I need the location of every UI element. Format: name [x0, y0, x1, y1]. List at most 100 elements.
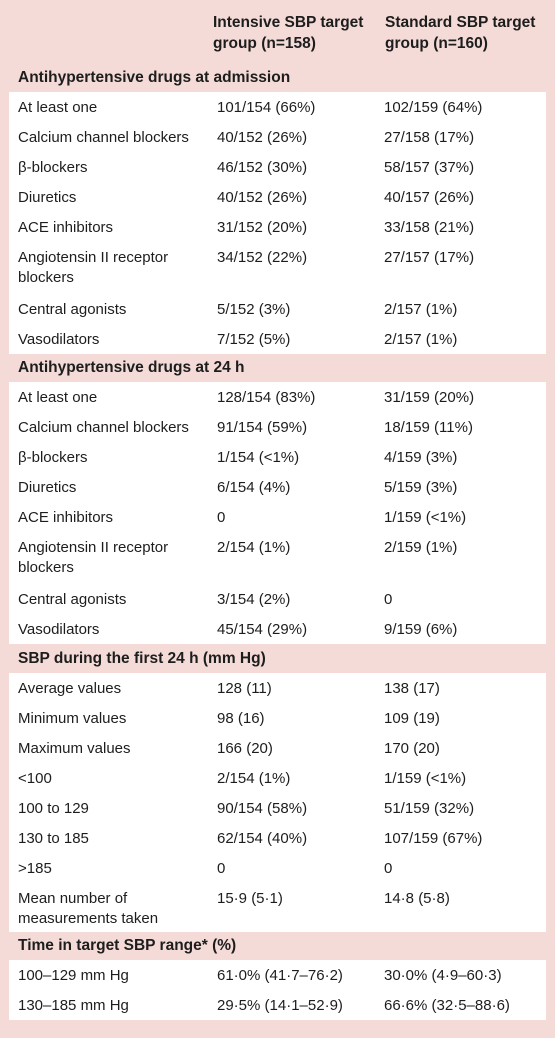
- row-label: >185: [18, 860, 52, 877]
- row-label: Vasodilators: [18, 331, 100, 348]
- standard-value: 27/157 (17%): [384, 249, 475, 266]
- intensive-value: 90/154 (58%): [217, 800, 308, 817]
- intensive-value: 31/152 (20%): [217, 219, 308, 236]
- table-row: Mean number of measurements taken 15·9 (5…: [9, 883, 546, 935]
- standard-value: 2/159 (1%): [384, 539, 458, 556]
- section-rows: Average values 128 (11) 138 (17) Minimum va…: [9, 673, 546, 935]
- table-row: Diuretics 40/152 (26%) 40/157 (26%): [9, 182, 546, 212]
- standard-value: 1/159 (<1%): [384, 509, 467, 526]
- standard-value: 18/159 (11%): [384, 419, 473, 436]
- row-label: Average values: [18, 680, 122, 697]
- row-label: Central agonists: [18, 301, 127, 318]
- row-label: Diuretics: [18, 479, 77, 496]
- table-row: At least one 128/154 (83%) 31/159 (20%): [9, 382, 546, 412]
- standard-value: 30·0% (4·9–60·3): [384, 967, 502, 984]
- row-label: Vasodilators: [18, 621, 100, 638]
- intensive-value: 91/154 (59%): [217, 419, 308, 436]
- table-row: 130–185 mm Hg 29·5% (14·1–52·9) 66·6% (32·…: [9, 990, 546, 1020]
- intensive-value: 101/154 (66%): [217, 99, 316, 116]
- intensive-value: 166 (20): [217, 740, 273, 757]
- table-row: Vasodilators 45/154 (29%) 9/159 (6%): [9, 614, 546, 644]
- row-label: Angiotensin II receptor blockers: [18, 249, 169, 286]
- intensive-value: 62/154 (40%): [217, 830, 308, 847]
- table-row: β-blockers 1/154 (<1%) 4/159 (3%): [9, 442, 546, 472]
- standard-value: 51/159 (32%): [384, 800, 475, 817]
- row-label: Calcium channel blockers: [18, 129, 189, 146]
- table-row: Maximum values 166 (20) 170 (20): [9, 733, 546, 763]
- section-rows: At least one 128/154 (83%) 31/159 (20%) Cal…: [9, 382, 546, 644]
- standard-value: 33/158 (21%): [384, 219, 475, 236]
- intensive-value: 40/152 (26%): [217, 129, 308, 146]
- table-row: Calcium channel blockers 91/154 (59%) 18/1…: [9, 412, 546, 442]
- table-row: <100 2/154 (1%) 1/159 (<1%): [9, 763, 546, 793]
- table-row: β-blockers 46/152 (30%) 58/157 (37%): [9, 152, 546, 182]
- row-label: 130–185 mm Hg: [18, 997, 129, 1014]
- row-label: Mean number of measurements taken: [18, 890, 159, 927]
- row-label: 100 to 129: [18, 800, 89, 817]
- intensive-value: 98 (16): [217, 710, 265, 727]
- table-row: Central agonists 5/152 (3%) 2/157 (1%): [9, 294, 546, 324]
- section-heading: Antihypertensive drugs at admission: [0, 64, 555, 92]
- column-header-standard: Standard SBP target group (n=160): [385, 14, 536, 52]
- intensive-value: 128 (11): [217, 680, 272, 697]
- table-bottom-margin: [0, 1026, 555, 1038]
- table-row: Average values 128 (11) 138 (17): [9, 673, 546, 703]
- intensive-value: 40/152 (26%): [217, 189, 308, 206]
- row-label: β-blockers: [18, 159, 88, 176]
- row-label: Maximum values: [18, 740, 131, 757]
- section-rows: 100–129 mm Hg 61·0% (41·7–76·2) 30·0% (4·9…: [9, 960, 546, 1020]
- standard-value: 58/157 (37%): [384, 159, 475, 176]
- standard-value: 14·8 (5·8): [384, 890, 450, 907]
- intensive-value: 2/154 (1%): [217, 539, 291, 556]
- table-row: Diuretics 6/154 (4%) 5/159 (3%): [9, 472, 546, 502]
- intensive-value: 45/154 (29%): [217, 621, 308, 638]
- table-row: 100–129 mm Hg 61·0% (41·7–76·2) 30·0% (4·9…: [9, 960, 546, 990]
- intensive-value: 1/154 (<1%): [217, 449, 300, 466]
- column-header-intensive: Intensive SBP target group (n=158): [213, 14, 364, 52]
- intensive-value: 5/152 (3%): [217, 301, 291, 318]
- standard-value: 102/159 (64%): [384, 99, 483, 116]
- table-row: ACE inhibitors 0 1/159 (<1%): [9, 502, 546, 532]
- intensive-value: 29·5% (14·1–52·9): [217, 997, 343, 1014]
- intensive-value: 0: [217, 860, 226, 877]
- standard-value: 5/159 (3%): [384, 479, 458, 496]
- standard-value: 2/157 (1%): [384, 331, 458, 348]
- table-header: Intensive SBP target group (n=158) Stand…: [0, 0, 555, 64]
- row-label: Central agonists: [18, 591, 127, 608]
- standard-value: 4/159 (3%): [384, 449, 458, 466]
- table-row: >185 0 0: [9, 853, 546, 883]
- intensive-value: 128/154 (83%): [217, 389, 316, 406]
- row-label: ACE inhibitors: [18, 509, 114, 526]
- section-rows: At least one 101/154 (66%) 102/159 (64%) Ca…: [9, 92, 546, 354]
- table-row: Vasodilators 7/152 (5%) 2/157 (1%): [9, 324, 546, 354]
- table-row: 100 to 129 90/154 (58%) 51/159 (32%): [9, 793, 546, 823]
- row-label: <100: [18, 770, 52, 787]
- standard-value: 109 (19): [384, 710, 440, 727]
- intensive-value: 46/152 (30%): [217, 159, 308, 176]
- standard-value: 66·6% (32·5–88·6): [384, 997, 510, 1014]
- table-row: 130 to 185 62/154 (40%) 107/159 (67%): [9, 823, 546, 853]
- row-label: At least one: [18, 99, 98, 116]
- section-heading: SBP during the first 24 h (mm Hg): [0, 645, 555, 673]
- standard-value: 0: [384, 860, 393, 877]
- row-label: At least one: [18, 389, 98, 406]
- table-row: At least one 101/154 (66%) 102/159 (64%): [9, 92, 546, 122]
- table-row: Angiotensin II receptor blockers 2/154 (1…: [9, 532, 546, 584]
- section-heading: Time in target SBP range* (%): [0, 932, 555, 960]
- row-label: ACE inhibitors: [18, 219, 114, 236]
- intensive-value: 2/154 (1%): [217, 770, 291, 787]
- intensive-value: 15·9 (5·1): [217, 890, 283, 907]
- intensive-value: 3/154 (2%): [217, 591, 291, 608]
- intensive-value: 34/152 (22%): [217, 249, 308, 266]
- row-label: 100–129 mm Hg: [18, 967, 129, 984]
- intensive-value: 0: [217, 509, 226, 526]
- intensive-value: 61·0% (41·7–76·2): [217, 967, 343, 984]
- intensive-value: 7/152 (5%): [217, 331, 291, 348]
- table-row: Calcium channel blockers 40/152 (26%) 27/1…: [9, 122, 546, 152]
- row-label: Angiotensin II receptor blockers: [18, 539, 169, 576]
- standard-value: 0: [384, 591, 393, 608]
- row-label: β-blockers: [18, 449, 88, 466]
- table-row: Minimum values 98 (16) 109 (19): [9, 703, 546, 733]
- standard-value: 138 (17): [384, 680, 440, 697]
